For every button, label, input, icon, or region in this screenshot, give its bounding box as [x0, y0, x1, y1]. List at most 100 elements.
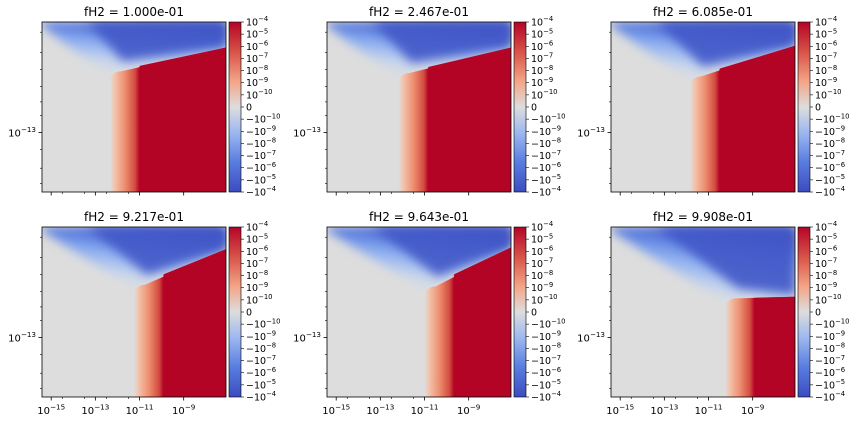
negative-core — [657, 227, 795, 295]
colorbar-tick-label: −10−6 — [531, 161, 561, 174]
colorbar-tick-label: −10−5 — [246, 173, 276, 186]
subplot-title: fH2 = 1.000e-01 — [84, 5, 184, 19]
heatmap-plot — [42, 227, 226, 397]
x-tick-label: 10−11 — [411, 403, 439, 418]
colorbar-tick-label: 10−9 — [815, 76, 837, 89]
colorbar-tick-label: 10−10 — [815, 88, 842, 101]
colorbar-tick-label: −10−6 — [815, 366, 845, 379]
colorbar-tick-label: −10−4 — [531, 185, 561, 198]
colorbar-tick-label: −10−4 — [246, 185, 276, 198]
colorbar-tick-label: 10−7 — [531, 52, 553, 65]
colorbar-tick-label: 10−6 — [815, 245, 837, 258]
colorbar-tick-label: 10−8 — [815, 269, 837, 282]
colorbar-tick-label: −10−7 — [815, 149, 845, 162]
colorbar-gradient — [228, 21, 242, 193]
colorbar-tick-label: 0 — [531, 308, 537, 319]
colorbar-tick-label: 0 — [815, 103, 821, 114]
heatmap-plot — [327, 22, 511, 192]
plot-frame — [610, 21, 796, 193]
y-tick-label: 10−13 — [8, 125, 36, 140]
plot-frame — [41, 226, 227, 398]
colorbar-tick-label: −10−6 — [246, 366, 276, 379]
colorbar-tick-label: 10−10 — [246, 293, 273, 306]
colorbar-gradient — [228, 226, 242, 398]
colorbar-tick-label: 10−5 — [531, 27, 553, 40]
colorbar-tick-label: −10−10 — [246, 317, 280, 330]
subplot-3: fH2 = 6.085e-01 10−13 10−410−510−610−710−8… — [577, 5, 849, 199]
colorbar-tick-label: 10−4 — [246, 15, 268, 28]
y-tick-label: 10−13 — [577, 125, 605, 140]
colorbar-tick-label: −10−7 — [815, 354, 845, 367]
colorbar-tick-label: −10−4 — [815, 390, 845, 403]
colorbar-tick-label: 10−7 — [246, 52, 268, 65]
colorbar-tick-label: 10−4 — [531, 220, 553, 233]
colorbar-tick-label: 10−6 — [246, 245, 268, 258]
colorbar-tick-label: 10−10 — [531, 88, 558, 101]
plot-frame — [326, 21, 512, 193]
colorbar-tick-label: −10−9 — [531, 330, 561, 343]
colorbar-tick-label: 10−6 — [246, 40, 268, 53]
y-tick-label: 10−13 — [293, 330, 321, 345]
colorbar-tick-label: −10−9 — [815, 125, 845, 138]
colorbar-tick-label: −10−6 — [531, 366, 561, 379]
colorbar-tick-label: 10−4 — [246, 220, 268, 233]
colorbar-tick-label: 0 — [246, 308, 252, 319]
subplot-2: fH2 = 2.467e-01 10−13 10−410−510−610−710−8… — [293, 5, 565, 199]
colorbar-tick-label: 10−9 — [246, 76, 268, 89]
colorbar-tick-label: −10−10 — [246, 112, 280, 125]
x-tick-label: 10−15 — [606, 403, 634, 418]
positive-saturated — [139, 47, 226, 192]
y-tick-label: 10−13 — [577, 330, 605, 345]
colorbar-tick-label: −10−7 — [531, 354, 561, 367]
colorbar-tick-label: 0 — [815, 308, 821, 319]
colorbar-tick-label: 10−8 — [531, 269, 553, 282]
colorbar-gradient — [797, 21, 811, 193]
plot-frame — [41, 21, 227, 193]
colorbar-tick-label: −10−10 — [815, 317, 849, 330]
colorbar-tick-label: 10−4 — [815, 15, 837, 28]
colorbar-tick-label: 10−5 — [246, 232, 268, 245]
colorbar-tick-label: −10−4 — [531, 390, 561, 403]
subplot-1: fH2 = 1.000e-01 10−13 10−410−510−610−710−8… — [8, 5, 280, 199]
colorbar-tick-label: −10−5 — [815, 173, 845, 186]
colorbar-tick-label: −10−8 — [531, 342, 561, 355]
colorbar: 10−410−510−610−710−810−910−100−10−10−10−… — [228, 220, 280, 404]
positive-saturated — [453, 247, 511, 397]
colorbar-tick-label: 10−9 — [531, 76, 553, 89]
negative-core — [657, 22, 795, 67]
heatmap-plot — [611, 227, 795, 397]
colorbar-tick-label: 10−10 — [531, 293, 558, 306]
colorbar-tick-label: 0 — [531, 103, 537, 114]
subplot-title: fH2 = 9.908e-01 — [653, 210, 753, 224]
heatmap-plot — [327, 227, 511, 397]
colorbar-tick-label: 10−4 — [531, 15, 553, 28]
x-tick-label: 10−11 — [695, 403, 723, 418]
positive-saturated — [754, 296, 795, 397]
colorbar-tick-label: −10−9 — [815, 330, 845, 343]
y-tick-label: 10−13 — [8, 330, 36, 345]
plot-frame — [610, 226, 796, 398]
colorbar-tick-label: 10−8 — [246, 64, 268, 77]
colorbar-tick-label: 10−7 — [815, 52, 837, 65]
colorbar: 10−410−510−610−710−810−910−100−10−10−10−… — [228, 15, 280, 199]
colorbar-tick-label: −10−6 — [246, 161, 276, 174]
colorbar-tick-label: −10−5 — [246, 378, 276, 391]
positive-saturated — [719, 45, 795, 192]
colorbar-tick-label: 10−4 — [815, 220, 837, 233]
colorbar: 10−410−510−610−710−810−910−100−10−10−10−… — [797, 220, 849, 404]
subplot-title: fH2 = 2.467e-01 — [369, 5, 469, 19]
positive-saturated — [163, 249, 226, 397]
colorbar-tick-label: −10−10 — [531, 112, 565, 125]
negative-core — [88, 22, 226, 62]
colorbar-tick-label: 10−7 — [815, 257, 837, 270]
colorbar-tick-label: −10−7 — [246, 354, 276, 367]
colorbar-tick-label: −10−6 — [815, 161, 845, 174]
colorbar-tick-label: 10−9 — [531, 281, 553, 294]
x-tick-label: 10−9 — [172, 403, 196, 418]
heatmap-plot — [42, 22, 226, 192]
colorbar-tick-label: −10−4 — [815, 185, 845, 198]
colorbar-tick-label: 10−7 — [531, 257, 553, 270]
